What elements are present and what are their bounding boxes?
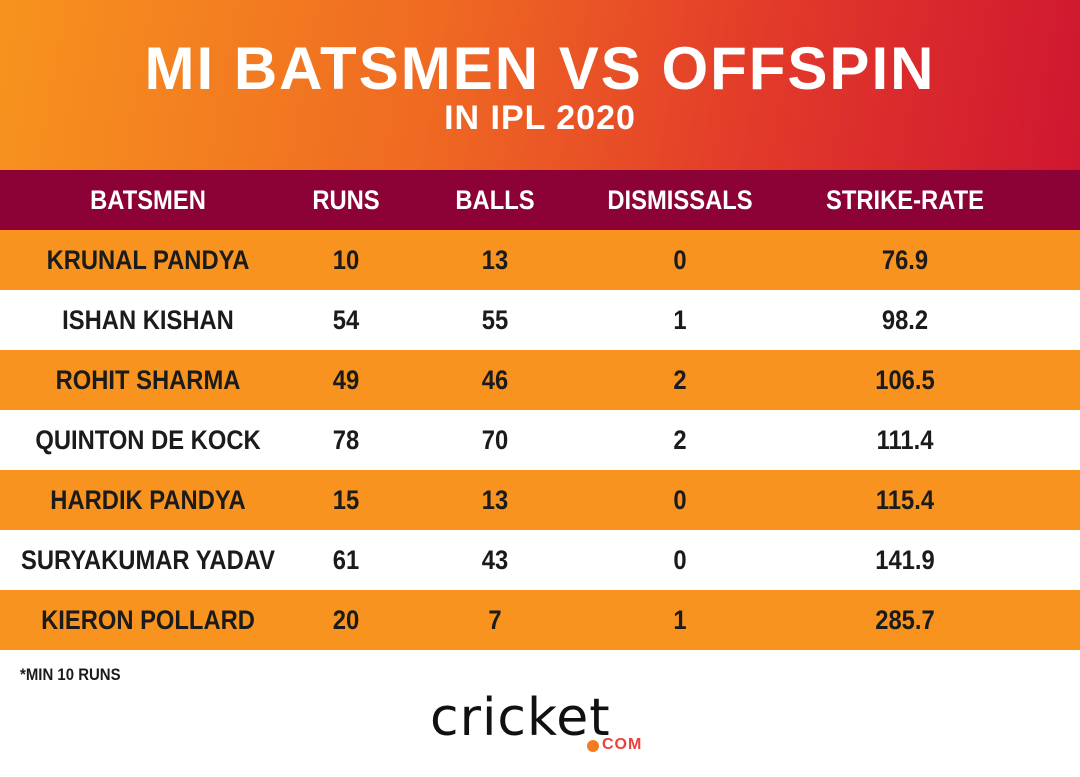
batsman-name: KIERON POLLARD: [41, 605, 255, 635]
dismissals-value: 0: [673, 245, 687, 275]
logo-dot-icon: [587, 740, 599, 752]
strike-rate-value: 141.9: [875, 545, 935, 575]
strike-rate-value: 115.4: [875, 485, 935, 515]
table-row: SURYAKUMAR YADAV 61 43 0 141.9: [0, 530, 1080, 590]
runs-value: 78: [332, 425, 360, 455]
table-row: QUINTON DE KOCK 78 70 2 111.4: [0, 410, 1080, 470]
dismissals-value: 1: [673, 305, 687, 335]
strike-rate-value: 76.9: [881, 245, 929, 275]
runs-value: 10: [332, 245, 360, 275]
table-row: ROHIT SHARMA 49 46 2 106.5: [0, 350, 1080, 410]
column-header-runs: RUNS: [312, 185, 380, 215]
table-row: KIERON POLLARD 20 7 1 285.7: [0, 590, 1080, 650]
balls-value: 13: [481, 485, 509, 515]
runs-value: 54: [332, 305, 360, 335]
chart-title: MI BATSMEN VS OFFSPIN: [144, 35, 936, 102]
logo-suffix: COM: [602, 736, 643, 753]
column-header-dismissals: DISMISSALS: [607, 185, 753, 215]
chart-subtitle: IN IPL 2020: [444, 99, 636, 137]
logo-wordmark: cricket: [430, 688, 611, 748]
runs-value: 15: [332, 485, 360, 515]
balls-value: 55: [481, 305, 509, 335]
balls-value: 13: [481, 245, 509, 275]
batsman-name: SURYAKUMAR YADAV: [21, 545, 275, 575]
table-row: HARDIK PANDYA 15 13 0 115.4: [0, 470, 1080, 530]
batsman-name: HARDIK PANDYA: [50, 485, 246, 515]
balls-value: 70: [481, 425, 509, 455]
column-header-batsmen: BATSMEN: [90, 185, 206, 215]
batsman-name: QUINTON DE KOCK: [35, 425, 261, 455]
strike-rate-value: 111.4: [876, 425, 934, 455]
dismissals-value: 0: [673, 485, 687, 515]
header-banner: MI BATSMEN VS OFFSPIN IN IPL 2020: [0, 0, 1080, 170]
column-header-balls: BALLS: [455, 185, 535, 215]
dismissals-value: 2: [673, 425, 687, 455]
table-row: ISHAN KISHAN 54 55 1 98.2: [0, 290, 1080, 350]
batsman-name: KRUNAL PANDYA: [46, 245, 250, 275]
runs-value: 20: [332, 605, 360, 635]
column-header-strike-rate: STRIKE-RATE: [826, 185, 984, 215]
footnote: *MIN 10 RUNS: [20, 665, 121, 684]
cricket-com-logo: cricket COM: [430, 690, 660, 760]
runs-value: 61: [332, 545, 360, 575]
runs-value: 49: [332, 365, 360, 395]
strike-rate-value: 98.2: [881, 305, 929, 335]
balls-value: 46: [481, 365, 509, 395]
strike-rate-value: 285.7: [875, 605, 935, 635]
batsman-name: ISHAN KISHAN: [62, 305, 234, 335]
dismissals-value: 0: [673, 545, 687, 575]
dismissals-value: 2: [673, 365, 687, 395]
batsman-name: ROHIT SHARMA: [55, 365, 241, 395]
balls-value: 7: [488, 605, 502, 635]
balls-value: 43: [481, 545, 509, 575]
table-header: BATSMEN RUNS BALLS DISMISSALS STRIKE-RAT…: [0, 170, 1080, 230]
table-row: KRUNAL PANDYA 10 13 0 76.9: [0, 230, 1080, 290]
strike-rate-value: 106.5: [875, 365, 935, 395]
dismissals-value: 1: [673, 605, 687, 635]
